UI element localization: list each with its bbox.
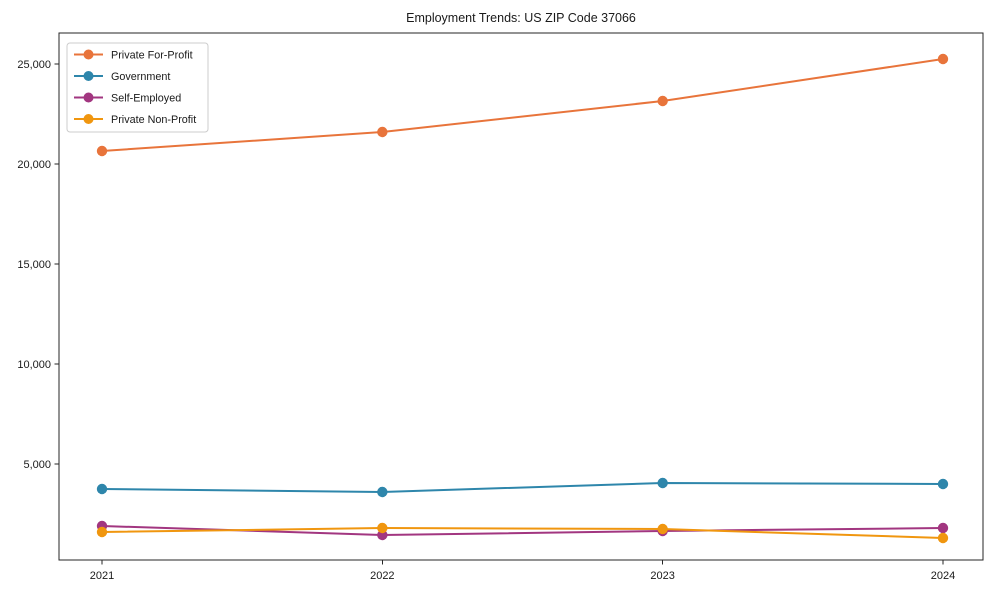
data-point — [937, 532, 949, 544]
series-line-private-non-profit — [101, 526, 944, 539]
y-tick-label: 10,000 — [17, 359, 51, 371]
data-point — [657, 95, 668, 107]
plot-border — [58, 32, 984, 561]
data-point — [657, 523, 668, 535]
series-private-for-profit — [96, 53, 949, 157]
series-government — [96, 477, 949, 498]
data-point — [96, 145, 108, 157]
legend-label: Private For-Profit — [111, 49, 193, 61]
legend: Private For-Profit Government Self-Employe… — [66, 42, 209, 133]
series-line-private-for-profit — [101, 58, 944, 152]
legend-item: Government — [74, 71, 170, 83]
legend-label: Government — [111, 71, 170, 83]
legend-swatch-marker — [83, 92, 94, 103]
data-point — [937, 478, 949, 490]
data-point — [937, 53, 949, 65]
data-point — [377, 126, 388, 138]
legend-item: Private Non-Profit — [74, 114, 196, 126]
legend-swatch-marker — [83, 49, 94, 60]
y-tick-label: 20,000 — [17, 159, 51, 171]
y-tick-label: 25,000 — [17, 59, 51, 71]
series-line-government — [101, 481, 944, 494]
x-tick-label: 2023 — [650, 570, 674, 582]
x-tick-label: 2022 — [370, 570, 394, 582]
legend-swatch-marker — [83, 114, 94, 124]
plot-area: 5,000 10,000 15,000 20,000 25,000 2021 2022 202… — [17, 32, 984, 582]
data-point — [937, 522, 949, 534]
chart-title: Employment Trends: US ZIP Code 37066 — [406, 11, 636, 25]
x-tick-label: 2024 — [931, 570, 955, 582]
legend-item: Private For-Profit — [74, 49, 193, 61]
data-point — [657, 477, 668, 489]
series-private-non-profit — [96, 522, 949, 544]
legend-label: Self-Employed — [111, 92, 181, 104]
legend-swatch-marker — [83, 71, 94, 81]
legend-box — [66, 42, 209, 133]
legend-label: Private Non-Profit — [111, 114, 196, 126]
data-point — [96, 483, 108, 495]
legend-item: Self-Employed — [74, 92, 181, 104]
data-point — [96, 526, 108, 538]
data-point — [377, 522, 388, 534]
y-tick-label: 15,000 — [17, 259, 51, 271]
x-tick-label: 2021 — [90, 570, 114, 582]
data-point — [377, 486, 388, 498]
y-tick-label: 5,000 — [23, 459, 51, 471]
